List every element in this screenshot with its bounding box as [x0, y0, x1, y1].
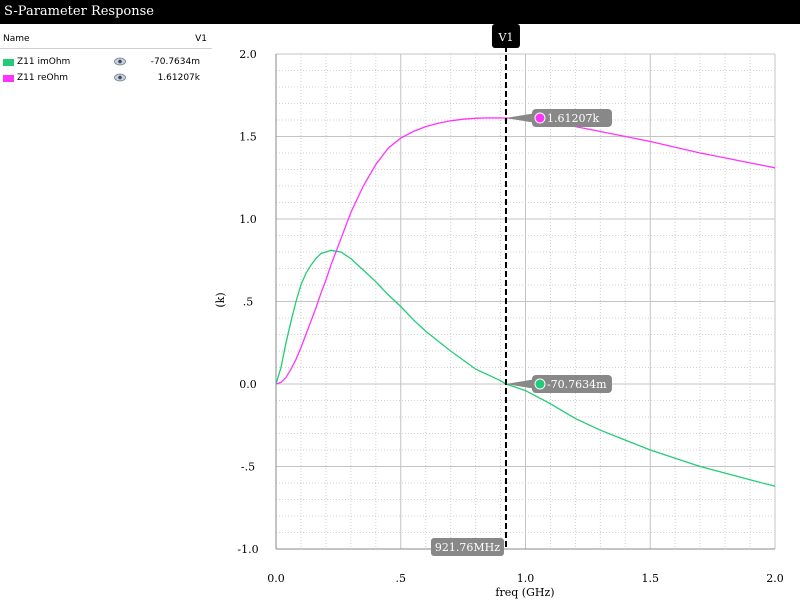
cursor-label-box: [491, 24, 520, 48]
x-tick-label: .5: [396, 572, 407, 585]
plot-frame: [275, 54, 775, 550]
x-axis-title: freq (GHz): [495, 586, 554, 599]
x-axis-ticks: 0.0 .5 1.0 1.5 2.0: [267, 572, 784, 585]
series-value: 1.61207k: [157, 73, 200, 83]
x-tick-label: 0.0: [267, 572, 285, 585]
legend-header: Name V1: [0, 32, 212, 49]
series-color-swatch: [3, 75, 14, 82]
series-line-z11-imohm: [275, 249, 776, 487]
series-color-swatch: [3, 59, 14, 66]
series-name: Z11 reOhm: [17, 73, 69, 83]
cursor-label: V1: [498, 31, 514, 44]
y-axis-title: (k): [214, 292, 227, 307]
cursor-readout-box: [430, 538, 504, 556]
eye-icon[interactable]: [114, 57, 126, 66]
series-name: Z11 imOhm: [17, 57, 71, 67]
annotation-box: [531, 109, 612, 128]
window-title: S-Parameter Response: [0, 0, 800, 24]
series-value: -70.7634m: [150, 57, 200, 67]
annotation-dot: [534, 378, 546, 390]
series-line-z11-reohm: [275, 117, 776, 385]
series-lines: [275, 117, 776, 487]
y-tick-label: -.5: [241, 461, 255, 474]
legend-header-name: Name: [3, 34, 30, 44]
annotation-label: -70.7634m: [547, 378, 607, 391]
x-tick-label: 2.0: [766, 572, 784, 585]
legend-panel: Name V1 Z11 imOhm -70.7634m Z11 reOhm 1.…: [0, 24, 212, 600]
y-tick-label: 1.0: [239, 213, 257, 226]
y-tick-label: 1.5: [239, 131, 257, 144]
legend-header-column: V1: [195, 34, 207, 44]
marker-annotations: 1.61207k -70.7634m: [505, 109, 612, 394]
y-tick-label: 0.0: [239, 378, 257, 391]
annotation-pointer: [505, 379, 536, 390]
legend-row-z11-reohm[interactable]: Z11 reOhm 1.61207k: [0, 70, 212, 86]
annotation-label: 1.61207k: [547, 112, 599, 125]
annotation-box: [531, 375, 612, 394]
cursor-readout: 921.76MHz: [435, 541, 500, 554]
y-axis-ticks: -1.0 -.5 0.0 .5 1.0 1.5 2.0: [237, 48, 258, 556]
y-tick-label: 2.0: [239, 48, 257, 61]
eye-icon[interactable]: [114, 73, 126, 82]
x-tick-label: 1.5: [642, 572, 660, 585]
x-tick-label: 1.0: [517, 572, 535, 585]
annotation-pointer: [505, 113, 536, 124]
v1-cursor[interactable]: V1 921.76MHz: [430, 24, 520, 556]
y-tick-label: .5: [243, 296, 254, 309]
y-tick-label: -1.0: [237, 543, 258, 556]
legend-row-z11-imohm[interactable]: Z11 imOhm -70.7634m: [0, 54, 212, 70]
annotation-dot: [534, 112, 546, 124]
